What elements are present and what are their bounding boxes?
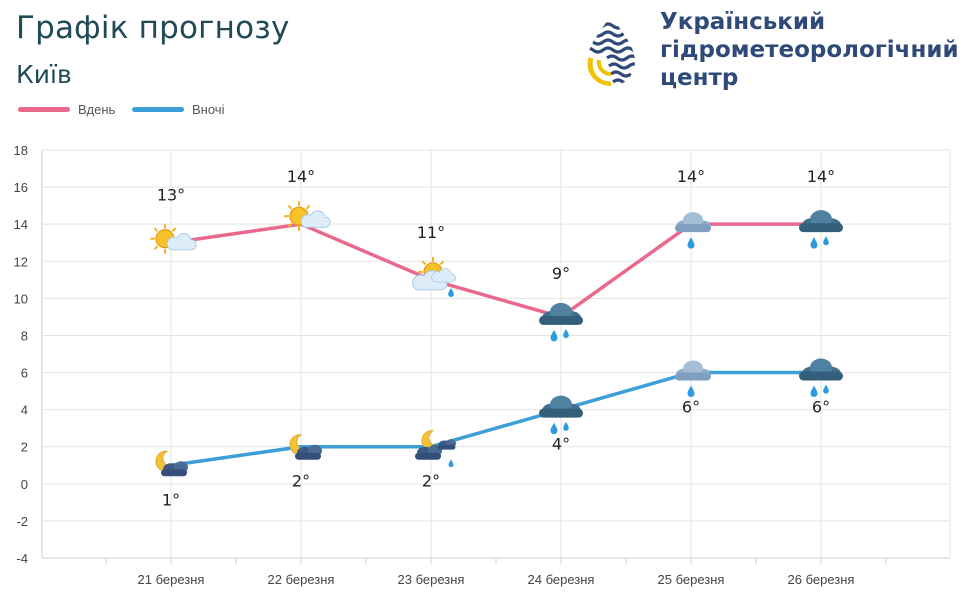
city-name: Київ xyxy=(16,60,72,89)
y-tick-label: 12 xyxy=(14,254,28,269)
series-line-night xyxy=(169,370,823,468)
legend-label-night: Вночі xyxy=(192,102,225,117)
data-label-night: 4° xyxy=(552,435,570,454)
legend-item-night[interactable]: Вночі xyxy=(132,102,224,117)
cloud-rain-icon xyxy=(675,361,711,398)
chart-axes: -4 -2 0 2 4 6 8 10 12 14 16 18 21 березня 22 березня 2… xyxy=(14,143,951,587)
moon-cloud-rain-icon xyxy=(415,431,456,468)
logo-text: Український гідрометеорологічний центр xyxy=(660,8,959,92)
x-tick-label: 25 березня xyxy=(658,572,725,587)
chart-series xyxy=(169,222,823,468)
legend-swatch-day xyxy=(18,107,70,112)
y-tick-label: -4 xyxy=(16,551,28,566)
sun-cloud-rain-icon xyxy=(413,258,456,297)
data-label-night: 2° xyxy=(292,472,310,491)
sun-partly-cloudy-icon xyxy=(151,225,196,253)
page-title: Графік прогнозу xyxy=(16,10,290,46)
data-label-night: 2° xyxy=(422,472,440,491)
series-line-day xyxy=(169,222,823,319)
y-tick-label: 14 xyxy=(14,217,28,232)
data-label-day: 9° xyxy=(552,264,570,283)
data-label-night: 6° xyxy=(812,398,830,417)
x-tick-label: 23 березня xyxy=(398,572,465,587)
data-label-night: 6° xyxy=(682,398,700,417)
x-tick-label: 22 березня xyxy=(268,572,335,587)
legend-swatch-night xyxy=(132,107,184,112)
y-tick-label: 0 xyxy=(21,477,28,492)
legend-label-day: Вдень xyxy=(78,102,116,117)
y-tick-label: 4 xyxy=(21,403,28,418)
logo-line-1: Український xyxy=(660,9,826,35)
y-tick-label: 6 xyxy=(21,366,28,381)
y-tick-label: 10 xyxy=(14,291,28,306)
data-label-day: 14° xyxy=(287,167,315,186)
x-tick-label: 21 березня xyxy=(138,572,205,587)
y-tick-label: 16 xyxy=(14,180,28,195)
data-label-day: 14° xyxy=(807,167,835,186)
x-tick-label: 26 березня xyxy=(788,572,855,587)
y-tick-label: 2 xyxy=(21,440,28,455)
x-tick-label: 24 березня xyxy=(528,572,595,587)
logo-line-2: гідрометеорологічний xyxy=(660,37,959,63)
y-tick-label: 8 xyxy=(21,328,28,343)
data-label-day: 11° xyxy=(417,223,445,242)
moon-cloud-icon xyxy=(156,451,188,476)
moon-cloud-icon xyxy=(290,435,322,460)
chart-labels: 13° 14° 11° 9° 14° 14° 1° 2° 2° 4° 6° 6° xyxy=(157,167,835,509)
logo-icon xyxy=(587,14,635,86)
y-tick-label: -2 xyxy=(16,514,28,529)
data-label-day: 13° xyxy=(157,186,185,205)
data-label-night: 1° xyxy=(162,490,180,509)
legend-item-day[interactable]: Вдень xyxy=(18,102,115,117)
chart-icons xyxy=(151,202,843,476)
data-label-day: 14° xyxy=(677,167,705,186)
logo-line-3: центр xyxy=(660,65,739,91)
cloud-rain-icon xyxy=(675,212,711,249)
y-tick-label: 18 xyxy=(14,143,28,158)
